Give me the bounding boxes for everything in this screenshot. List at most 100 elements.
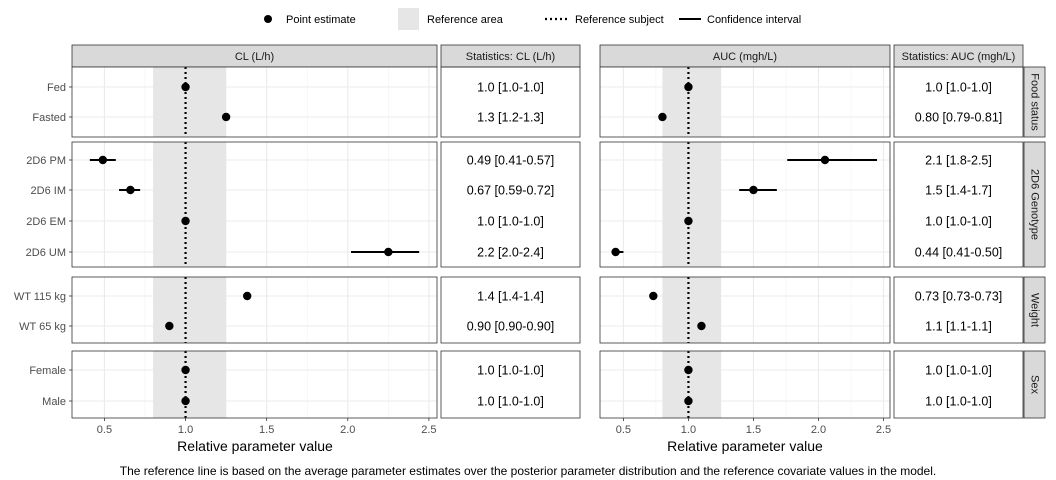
- stat-value-auc: 1.0 [1.0-1.0]: [925, 215, 992, 229]
- point-estimate-cl: [98, 155, 108, 165]
- stat-value-cl: 0.90 [0.90-0.90]: [467, 320, 555, 334]
- point-estimate-cl: [181, 216, 190, 226]
- point-estimate-cl: [181, 82, 190, 92]
- point-estimate-cl: [165, 321, 174, 331]
- panel-bg-cl: [72, 67, 437, 137]
- legend-point-label: Point estimate: [286, 14, 356, 26]
- point-estimate-auc: [658, 112, 667, 122]
- legend-ref-area-label: Reference area: [427, 14, 504, 26]
- panel-border-cl: [71, 66, 438, 138]
- panel-bg-auc: [600, 142, 890, 267]
- row-label: Fasted: [32, 112, 66, 124]
- stat-value-auc: 1.1 [1.1-1.1]: [925, 320, 992, 334]
- point-estimate-cl: [181, 396, 190, 406]
- panel-border-auc: [599, 141, 891, 268]
- reference-area-cl: [153, 67, 227, 137]
- x-tick-label-auc: 2.0: [811, 424, 826, 436]
- reference-area-cl: [153, 351, 227, 418]
- legend-ci-label: Confidence interval: [707, 14, 801, 26]
- panel-bg-cl: [72, 277, 437, 343]
- row-label: 2D6 PM: [26, 155, 66, 167]
- stat-value-auc: 1.0 [1.0-1.0]: [925, 364, 992, 378]
- point-estimate-cl: [181, 365, 190, 375]
- point-estimate-cl: [126, 185, 135, 195]
- reference-area-cl: [153, 142, 227, 267]
- group-strip: [1023, 66, 1046, 138]
- point-estimate-auc: [649, 291, 658, 301]
- x-tick-label-auc: 1.5: [746, 424, 761, 436]
- stat-value-auc: 1.0 [1.0-1.0]: [925, 395, 992, 409]
- row-label: 2D6 IM: [31, 185, 66, 197]
- stat-value-cl: 1.4 [1.4-1.4]: [477, 290, 544, 304]
- panels: CL (L/h) Statistics: CL (L/h) 1.0 [1.0-1.0…: [14, 44, 1046, 436]
- panel-bg-auc: [600, 67, 890, 137]
- point-estimate-auc: [611, 247, 620, 257]
- figure-caption: The reference line is based on the avera…: [120, 464, 936, 478]
- panel-bg-cl: [72, 351, 437, 418]
- point-estimate-auc: [684, 396, 693, 406]
- stat-value-auc: 1.5 [1.4-1.7]: [925, 184, 992, 198]
- legend: Point estimate Reference area Reference …: [264, 8, 801, 30]
- stats-panel-border-auc: [893, 66, 1024, 138]
- stat-value-auc: 2.1 [1.8-2.5]: [925, 154, 992, 168]
- stat-value-cl: 0.67 [0.59-0.72]: [467, 184, 555, 198]
- row-label: Male: [42, 396, 66, 408]
- point-estimate-cl: [221, 112, 231, 122]
- group-strip: [1023, 141, 1046, 268]
- point-estimate-auc: [749, 185, 758, 195]
- stat-value-cl: 1.0 [1.0-1.0]: [477, 215, 544, 229]
- reference-area-auc: [662, 142, 721, 267]
- row-label: WT 115 kg: [14, 291, 66, 303]
- panel-border-auc: [599, 276, 891, 344]
- x-axis-label-cl: Relative parameter value: [177, 438, 333, 454]
- stats-panel-border-cl: [440, 66, 581, 138]
- reference-area-auc: [662, 277, 721, 343]
- strip-title-cl: CL (L/h): [235, 51, 274, 63]
- stat-value-auc: 1.0 [1.0-1.0]: [925, 81, 992, 95]
- panel-bg-auc: [600, 351, 890, 418]
- reference-area-auc: [662, 67, 721, 137]
- stat-value-cl: 1.0 [1.0-1.0]: [477, 81, 544, 95]
- legend-ref-area-key: [398, 8, 419, 30]
- x-tick-label-cl: 2.5: [421, 424, 436, 436]
- point-estimate-auc: [684, 82, 693, 92]
- group-name: Weight: [1029, 293, 1041, 327]
- stat-value-cl: 1.3 [1.2-1.3]: [477, 111, 544, 125]
- strip-title-auc: AUC (mgh/L): [713, 51, 777, 63]
- row-label: 2D6 EM: [26, 216, 66, 228]
- x-tick-label-auc: 1.0: [681, 424, 696, 436]
- panel-border-auc: [599, 350, 891, 419]
- x-tick-label-auc: 2.5: [876, 424, 891, 436]
- row-label: Fed: [47, 82, 66, 94]
- x-tick-label-cl: 1.0: [178, 424, 193, 436]
- row-label: WT 65 kg: [19, 321, 66, 333]
- panel-border-cl: [71, 276, 438, 344]
- reference-area-auc: [662, 351, 721, 418]
- legend-point-key: [264, 15, 272, 23]
- panel-border-auc: [599, 66, 891, 138]
- stats-panel-border-auc: [893, 276, 1024, 344]
- panel-border-cl: [71, 141, 438, 268]
- group-strip: [1023, 276, 1046, 344]
- stat-value-auc: 0.73 [0.73-0.73]: [915, 290, 1003, 304]
- panel-bg-cl: [72, 142, 437, 267]
- stats-panel-border-cl: [440, 276, 581, 344]
- row-label: 2D6 UM: [26, 247, 66, 259]
- group-name: 2D6 Genotype: [1029, 169, 1041, 240]
- stats-panel-border-cl: [440, 350, 581, 419]
- x-tick-label-cl: 0.5: [97, 424, 112, 436]
- strip-stats-title-cl: Statistics: CL (L/h): [466, 51, 555, 63]
- stat-value-auc: 0.44 [0.41-0.50]: [915, 246, 1003, 260]
- stat-value-auc: 0.80 [0.79-0.81]: [915, 111, 1003, 125]
- point-estimate-cl: [243, 291, 252, 301]
- x-tick-label-auc: 0.5: [616, 424, 631, 436]
- stats-panel-border-auc: [893, 350, 1024, 419]
- point-estimate-auc: [684, 216, 693, 226]
- point-estimate-auc: [820, 155, 830, 165]
- x-tick-label-cl: 1.5: [259, 424, 274, 436]
- group-strip: [1023, 350, 1046, 419]
- panel-bg-auc: [600, 277, 890, 343]
- stat-value-cl: 0.49 [0.41-0.57]: [467, 154, 555, 168]
- panel-border-cl: [71, 350, 438, 419]
